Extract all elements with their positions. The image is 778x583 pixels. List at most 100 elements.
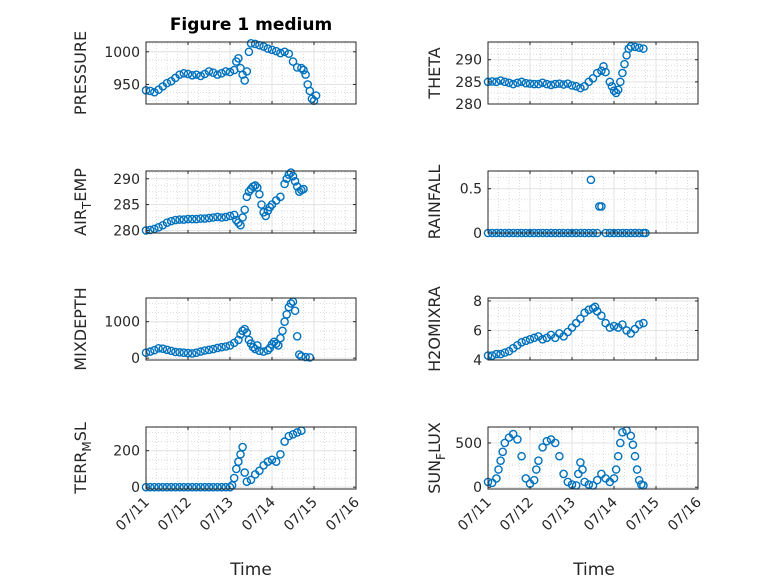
data-point (288, 429, 298, 439)
data-point (618, 68, 627, 78)
data-point (242, 192, 252, 202)
data-point (276, 450, 285, 459)
data-point (250, 39, 260, 49)
data-point (618, 428, 627, 437)
data-point (196, 71, 205, 81)
data-point (538, 443, 547, 452)
y-axis-label-tail: SL (71, 422, 90, 441)
data-point (305, 86, 315, 96)
data-point (162, 345, 172, 355)
data-point (158, 220, 168, 230)
data-point (498, 447, 508, 457)
y-axis-label-main: AIR (71, 209, 90, 236)
data-point (555, 451, 564, 461)
data-point (150, 224, 159, 234)
data-point (305, 353, 315, 362)
data-point (288, 171, 298, 181)
data-point (529, 333, 539, 343)
data-point (267, 455, 277, 465)
data-point (529, 475, 539, 485)
data-point (240, 205, 249, 215)
y-axis-label-main: PRESSURE (71, 31, 90, 115)
data-point (154, 223, 163, 232)
data-point (192, 70, 201, 79)
data-point (229, 473, 239, 483)
data-point (599, 62, 608, 71)
data-point (280, 47, 289, 57)
data-point (154, 344, 163, 353)
data-point (567, 81, 577, 90)
data-point (290, 306, 300, 316)
data-point (240, 76, 249, 85)
data-point (276, 48, 285, 58)
data-point (158, 344, 168, 353)
data-point (639, 318, 648, 328)
data-point (187, 70, 197, 80)
data-point (162, 218, 172, 227)
data-point (496, 76, 505, 85)
data-point (204, 213, 214, 223)
data-point (563, 79, 573, 88)
axes-box (145, 297, 357, 361)
subplot-3: 280 285 290 AIRTEMP (71, 168, 357, 239)
data-point (292, 428, 302, 437)
data-point (204, 482, 214, 492)
data-point (221, 67, 231, 76)
data-point (576, 83, 585, 93)
data-point (171, 215, 180, 225)
data-point (597, 202, 606, 211)
data-point (632, 465, 642, 474)
data-point (246, 39, 256, 48)
data-point (175, 482, 184, 492)
data-point (263, 457, 273, 466)
data-point (284, 431, 294, 441)
data-point (242, 477, 252, 487)
data-point (271, 339, 281, 348)
data-point (542, 436, 552, 446)
y-tick-label: 280 (455, 97, 482, 113)
data-point (513, 78, 522, 88)
y-axis-label: MIXDEPTH (71, 287, 90, 370)
data-point (597, 66, 606, 76)
data-point (225, 67, 235, 77)
data-point (500, 438, 510, 448)
y-axis-label-tail: LUX (425, 422, 444, 453)
data-point (517, 337, 526, 347)
figure-title: Figure 1 medium (170, 15, 332, 35)
data-point (532, 465, 541, 474)
data-point (192, 348, 201, 358)
data-point (534, 456, 543, 465)
data-point (200, 214, 210, 223)
data-point (204, 345, 214, 355)
data-point (607, 81, 617, 91)
data-point (248, 342, 258, 352)
y-tick-label: 6 (473, 323, 482, 339)
data-point (240, 468, 249, 477)
data-point (250, 181, 260, 190)
subplot-5: 0 1000 MIXDEPTH (71, 287, 357, 371)
y-tick-label: 500 (455, 436, 482, 452)
data-point (255, 189, 264, 199)
data-point (259, 347, 268, 356)
y-axis-label-main: H2OMIXRA (425, 286, 444, 372)
data-point (183, 69, 193, 79)
y-tick-label: 1000 (104, 315, 140, 331)
data-point (213, 70, 222, 79)
data-point (265, 202, 275, 212)
data-point (145, 347, 155, 356)
data-point (586, 175, 596, 185)
data-point (496, 349, 505, 359)
y-axis-label: SUNFLUX (425, 422, 448, 494)
y-tick-label: 285 (113, 198, 140, 214)
data-point (217, 69, 226, 78)
data-point (263, 345, 273, 355)
data-point (634, 43, 644, 53)
axes-box (145, 170, 357, 234)
data-point (542, 79, 552, 89)
data-point (213, 212, 222, 222)
data-point (550, 438, 560, 448)
data-point (280, 179, 289, 189)
y-tick-label: 0 (473, 480, 482, 496)
data-point (311, 91, 321, 100)
data-point (158, 482, 168, 492)
